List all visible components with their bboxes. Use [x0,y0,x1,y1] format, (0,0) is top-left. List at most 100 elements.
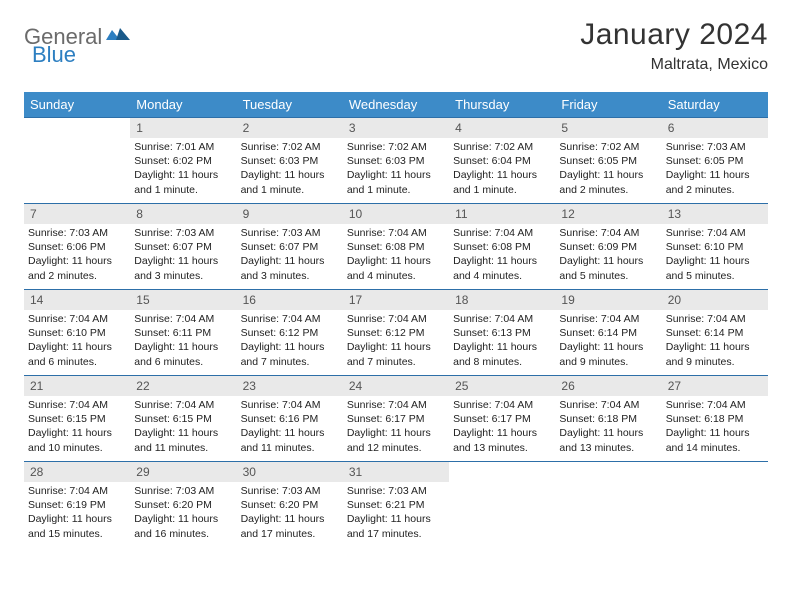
weekday-header: Wednesday [343,92,449,118]
logo-text-blue: Blue [32,42,76,67]
day-body: Sunrise: 7:04 AMSunset: 6:08 PMDaylight:… [343,224,449,287]
day-number: 11 [449,204,555,224]
sunrise-text: Sunrise: 7:03 AM [666,140,764,154]
day-number: 8 [130,204,236,224]
sunrise-text: Sunrise: 7:04 AM [453,312,551,326]
weekday-header: Sunday [24,92,130,118]
sunset-text: Sunset: 6:06 PM [28,240,126,254]
daylight-text: Daylight: 11 hours and 11 minutes. [134,426,232,454]
sunrise-text: Sunrise: 7:04 AM [134,398,232,412]
sunset-text: Sunset: 6:12 PM [347,326,445,340]
day-cell: 7Sunrise: 7:03 AMSunset: 6:06 PMDaylight… [24,204,130,290]
day-body: Sunrise: 7:04 AMSunset: 6:11 PMDaylight:… [130,310,236,373]
day-cell: 12Sunrise: 7:04 AMSunset: 6:09 PMDayligh… [555,204,661,290]
day-number: 18 [449,290,555,310]
header: General January 2024 Maltrata, Mexico [24,18,768,74]
day-body: Sunrise: 7:03 AMSunset: 6:20 PMDaylight:… [237,482,343,545]
weekday-header: Thursday [449,92,555,118]
daylight-text: Daylight: 11 hours and 14 minutes. [666,426,764,454]
day-number: 12 [555,204,661,224]
sunset-text: Sunset: 6:05 PM [559,154,657,168]
sunset-text: Sunset: 6:04 PM [453,154,551,168]
day-cell: 22Sunrise: 7:04 AMSunset: 6:15 PMDayligh… [130,376,236,462]
day-cell: 26Sunrise: 7:04 AMSunset: 6:18 PMDayligh… [555,376,661,462]
day-number: 29 [130,462,236,482]
day-body: Sunrise: 7:04 AMSunset: 6:17 PMDaylight:… [449,396,555,459]
day-cell: 27Sunrise: 7:04 AMSunset: 6:18 PMDayligh… [662,376,768,462]
day-body: Sunrise: 7:04 AMSunset: 6:12 PMDaylight:… [237,310,343,373]
sunset-text: Sunset: 6:14 PM [666,326,764,340]
day-cell: 29Sunrise: 7:03 AMSunset: 6:20 PMDayligh… [130,462,236,548]
day-body: Sunrise: 7:04 AMSunset: 6:15 PMDaylight:… [130,396,236,459]
day-number: 28 [24,462,130,482]
sunset-text: Sunset: 6:15 PM [28,412,126,426]
day-number: 22 [130,376,236,396]
daylight-text: Daylight: 11 hours and 2 minutes. [28,254,126,282]
day-body: Sunrise: 7:04 AMSunset: 6:10 PMDaylight:… [662,224,768,287]
day-cell: 25Sunrise: 7:04 AMSunset: 6:17 PMDayligh… [449,376,555,462]
daylight-text: Daylight: 11 hours and 1 minute. [134,168,232,196]
sunset-text: Sunset: 6:09 PM [559,240,657,254]
day-cell: 16Sunrise: 7:04 AMSunset: 6:12 PMDayligh… [237,290,343,376]
day-number: 5 [555,118,661,138]
weekday-header: Tuesday [237,92,343,118]
sunset-text: Sunset: 6:20 PM [134,498,232,512]
daylight-text: Daylight: 11 hours and 15 minutes. [28,512,126,540]
day-body: Sunrise: 7:04 AMSunset: 6:10 PMDaylight:… [24,310,130,373]
sunrise-text: Sunrise: 7:04 AM [134,312,232,326]
day-cell: 18Sunrise: 7:04 AMSunset: 6:13 PMDayligh… [449,290,555,376]
page-subtitle: Maltrata, Mexico [580,56,768,74]
sunrise-text: Sunrise: 7:03 AM [347,484,445,498]
sunrise-text: Sunrise: 7:04 AM [666,226,764,240]
daylight-text: Daylight: 11 hours and 9 minutes. [559,340,657,368]
daylight-text: Daylight: 11 hours and 13 minutes. [453,426,551,454]
day-body: Sunrise: 7:02 AMSunset: 6:03 PMDaylight:… [343,138,449,201]
sunset-text: Sunset: 6:21 PM [347,498,445,512]
weekday-header: Saturday [662,92,768,118]
sunset-text: Sunset: 6:20 PM [241,498,339,512]
sunset-text: Sunset: 6:18 PM [559,412,657,426]
daylight-text: Daylight: 11 hours and 17 minutes. [241,512,339,540]
sunset-text: Sunset: 6:12 PM [241,326,339,340]
day-number: 9 [237,204,343,224]
sunset-text: Sunset: 6:03 PM [241,154,339,168]
day-number: 31 [343,462,449,482]
day-number: 15 [130,290,236,310]
day-cell: 1Sunrise: 7:01 AMSunset: 6:02 PMDaylight… [130,118,236,204]
day-body: Sunrise: 7:03 AMSunset: 6:05 PMDaylight:… [662,138,768,201]
sunset-text: Sunset: 6:05 PM [666,154,764,168]
day-cell: 6Sunrise: 7:03 AMSunset: 6:05 PMDaylight… [662,118,768,204]
daylight-text: Daylight: 11 hours and 2 minutes. [666,168,764,196]
daylight-text: Daylight: 11 hours and 7 minutes. [347,340,445,368]
day-number: 20 [662,290,768,310]
sunset-text: Sunset: 6:13 PM [453,326,551,340]
sunrise-text: Sunrise: 7:02 AM [241,140,339,154]
sunrise-text: Sunrise: 7:04 AM [559,226,657,240]
day-cell: 28Sunrise: 7:04 AMSunset: 6:19 PMDayligh… [24,462,130,548]
day-cell: 24Sunrise: 7:04 AMSunset: 6:17 PMDayligh… [343,376,449,462]
daylight-text: Daylight: 11 hours and 16 minutes. [134,512,232,540]
sunrise-text: Sunrise: 7:04 AM [666,312,764,326]
logo-line2: Blue [32,42,76,68]
weekday-header-row: Sunday Monday Tuesday Wednesday Thursday… [24,92,768,118]
sunset-text: Sunset: 6:02 PM [134,154,232,168]
daylight-text: Daylight: 11 hours and 4 minutes. [347,254,445,282]
sunset-text: Sunset: 6:16 PM [241,412,339,426]
daylight-text: Daylight: 11 hours and 3 minutes. [134,254,232,282]
sunrise-text: Sunrise: 7:04 AM [28,398,126,412]
week-row: 21Sunrise: 7:04 AMSunset: 6:15 PMDayligh… [24,376,768,462]
day-body: Sunrise: 7:03 AMSunset: 6:20 PMDaylight:… [130,482,236,545]
daylight-text: Daylight: 11 hours and 12 minutes. [347,426,445,454]
sunrise-text: Sunrise: 7:03 AM [134,226,232,240]
day-number: 6 [662,118,768,138]
sunrise-text: Sunrise: 7:02 AM [453,140,551,154]
day-body: Sunrise: 7:03 AMSunset: 6:07 PMDaylight:… [237,224,343,287]
sunrise-text: Sunrise: 7:04 AM [347,312,445,326]
daylight-text: Daylight: 11 hours and 7 minutes. [241,340,339,368]
day-body: Sunrise: 7:03 AMSunset: 6:21 PMDaylight:… [343,482,449,545]
day-cell: 15Sunrise: 7:04 AMSunset: 6:11 PMDayligh… [130,290,236,376]
week-row: .1Sunrise: 7:01 AMSunset: 6:02 PMDayligh… [24,118,768,204]
daylight-text: Daylight: 11 hours and 9 minutes. [666,340,764,368]
sunset-text: Sunset: 6:17 PM [347,412,445,426]
sunset-text: Sunset: 6:14 PM [559,326,657,340]
